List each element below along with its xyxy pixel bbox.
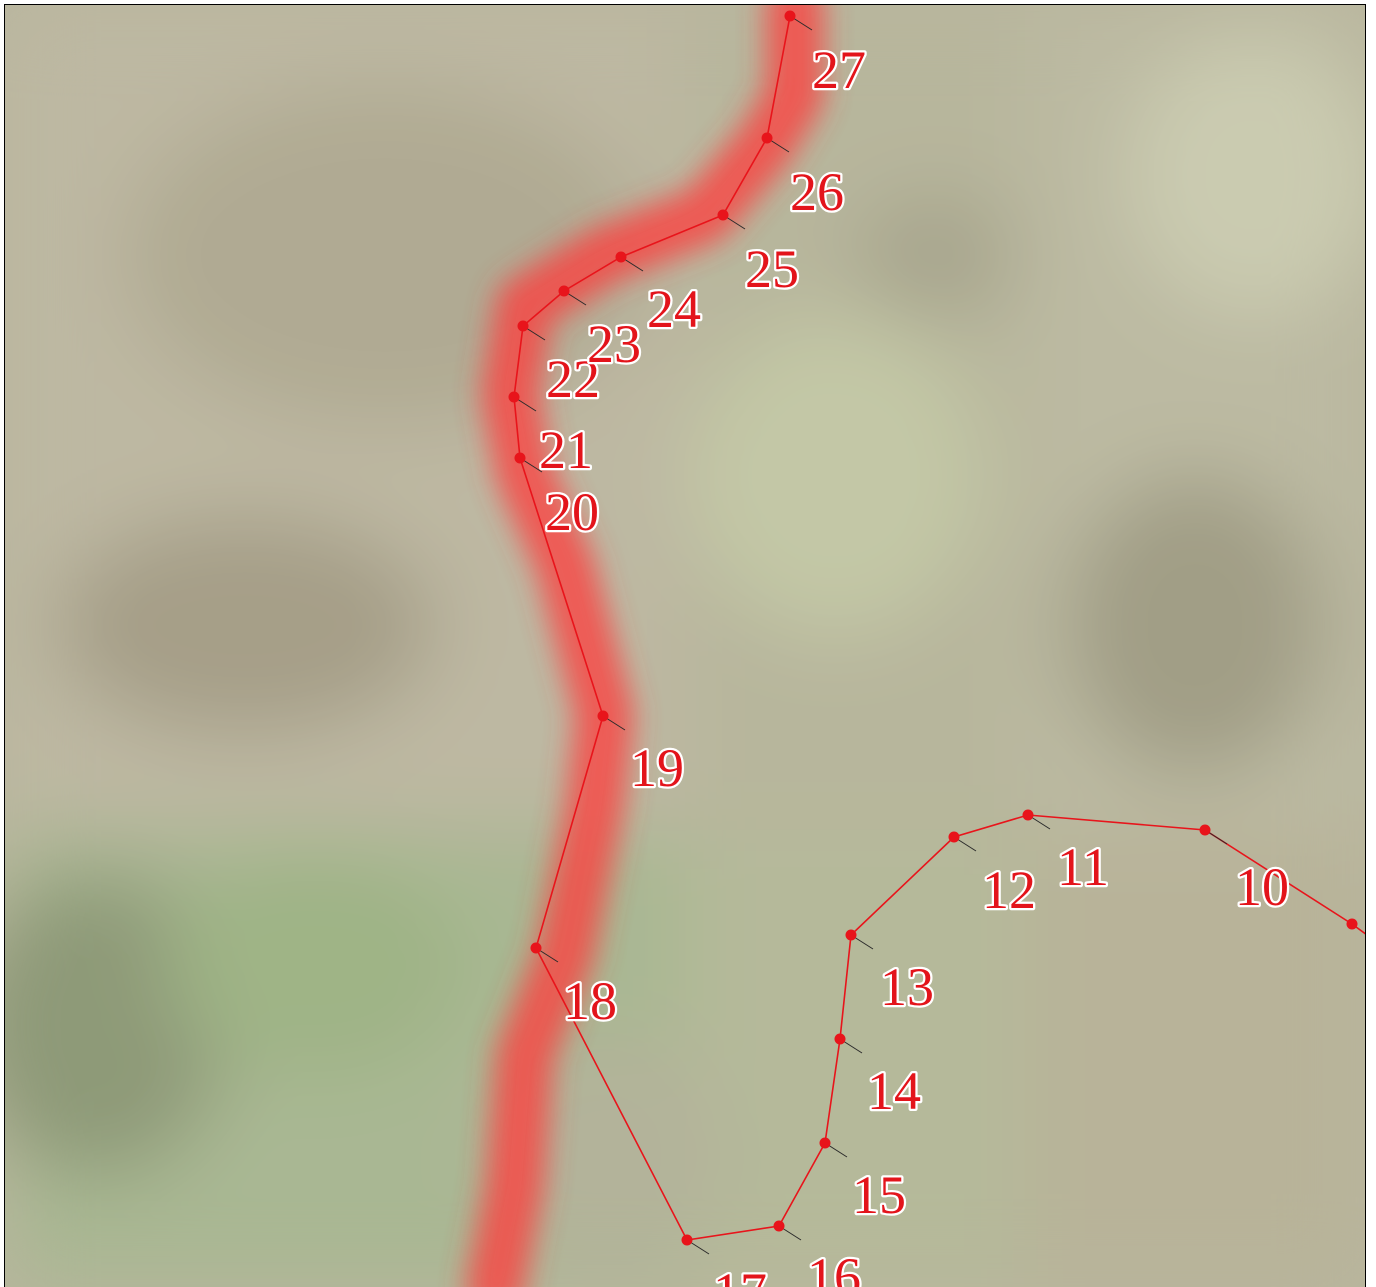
vertex-label-27: 27 [812, 40, 866, 100]
track-polyline [513, 15, 1365, 1241]
track-vertex-21[interactable] [508, 391, 520, 403]
vertex-label-14: 14 [867, 1061, 921, 1121]
vertex-label-25: 25 [745, 239, 799, 299]
track-vertex-22[interactable] [517, 320, 529, 332]
vertex-label-11: 11 [1057, 837, 1109, 897]
vertex-label-15: 15 [852, 1165, 906, 1225]
track-vertex-20[interactable] [514, 452, 526, 464]
vertex-label-26: 26 [790, 162, 844, 222]
vertex-label-21: 21 [539, 420, 593, 480]
vertex-label-22: 22 [546, 349, 600, 409]
vertex-label-20: 20 [545, 482, 599, 542]
track-vertex-12[interactable] [948, 831, 960, 843]
vertex-label-24: 24 [647, 279, 701, 339]
track-vertex-11[interactable] [1022, 809, 1034, 821]
track-vertex-14[interactable] [834, 1033, 846, 1045]
vertex-label-12: 12 [982, 860, 1036, 920]
track-vertex-27[interactable] [784, 10, 796, 22]
track-vertex-dot [1346, 918, 1358, 930]
track-vertex-15[interactable] [819, 1137, 831, 1149]
track-vertex-19[interactable] [597, 710, 609, 722]
track-vertex-23[interactable] [558, 285, 570, 297]
track-vertex-18[interactable] [530, 942, 542, 954]
track-vertex-24[interactable] [615, 251, 627, 263]
vertex-label-13: 13 [880, 957, 934, 1017]
track-vertex-25[interactable] [717, 209, 729, 221]
vertex-label-17: 17 [713, 1262, 767, 1287]
vertex-label-19: 19 [630, 738, 684, 798]
track-vertex-10[interactable] [1199, 824, 1211, 836]
vertex-label-23: 23 [587, 314, 641, 374]
satellite-imagery [5, 5, 1365, 1287]
track-vertex-26[interactable] [761, 132, 773, 144]
vertex-label-10: 10 [1235, 857, 1289, 917]
vertex-label-16: 16 [807, 1247, 861, 1287]
track-vertex-13[interactable] [845, 929, 857, 941]
track-vertex-16[interactable] [773, 1220, 785, 1232]
vertex-label-18: 18 [563, 971, 617, 1031]
track-vertex-17[interactable] [681, 1234, 693, 1246]
